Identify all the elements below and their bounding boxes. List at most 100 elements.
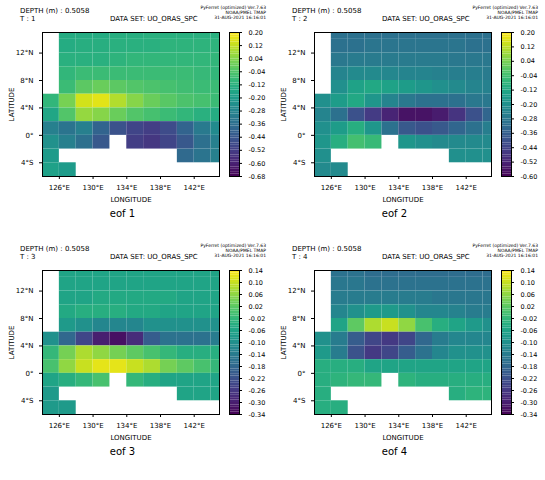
svg-text:-0.26: -0.26 xyxy=(249,387,266,395)
svg-text:0.14: 0.14 xyxy=(521,267,535,275)
svg-text:LONGITUDE: LONGITUDE xyxy=(382,196,423,204)
svg-text:130°E: 130°E xyxy=(354,184,375,192)
svg-text:0°: 0° xyxy=(26,132,34,140)
svg-text:126°E: 126°E xyxy=(321,184,342,192)
svg-text:8°N: 8°N xyxy=(20,315,33,323)
svg-text:0.04: 0.04 xyxy=(521,57,535,65)
svg-text:0.06: 0.06 xyxy=(249,291,263,299)
svg-text:4°S: 4°S xyxy=(293,159,306,167)
svg-text:0.10: 0.10 xyxy=(249,279,263,287)
svg-text:130°E: 130°E xyxy=(82,184,103,192)
svg-text:-0.02: -0.02 xyxy=(521,315,538,323)
svg-text:8°N: 8°N xyxy=(292,315,305,323)
svg-text:4°S: 4°S xyxy=(21,159,34,167)
svg-text:0.12: 0.12 xyxy=(521,43,535,51)
svg-text:130°E: 130°E xyxy=(82,422,103,430)
svg-text:-0.04: -0.04 xyxy=(521,72,538,80)
svg-text:-0.14: -0.14 xyxy=(521,351,538,359)
svg-text:-0.04: -0.04 xyxy=(249,68,266,76)
svg-text:0°: 0° xyxy=(298,132,306,140)
svg-text:-0.06: -0.06 xyxy=(249,327,266,335)
svg-text:-0.22: -0.22 xyxy=(521,375,538,383)
svg-text:-0.02: -0.02 xyxy=(249,315,266,323)
svg-text:-0.12: -0.12 xyxy=(521,86,538,94)
svg-text:0.20: 0.20 xyxy=(521,29,535,37)
svg-text:4°N: 4°N xyxy=(292,104,305,112)
svg-text:-0.36: -0.36 xyxy=(521,129,538,137)
svg-text:12°N: 12°N xyxy=(288,49,306,57)
svg-text:LATITUDE: LATITUDE xyxy=(8,326,16,360)
svg-text:-0.06: -0.06 xyxy=(521,327,538,335)
svg-text:-0.18: -0.18 xyxy=(521,363,538,371)
svg-text:-0.44: -0.44 xyxy=(249,133,266,141)
svg-text:0°: 0° xyxy=(26,370,34,378)
svg-text:134°E: 134°E xyxy=(388,422,409,430)
svg-text:134°E: 134°E xyxy=(388,184,409,192)
svg-text:LONGITUDE: LONGITUDE xyxy=(382,434,423,442)
svg-text:138°E: 138°E xyxy=(150,422,171,430)
svg-text:4°N: 4°N xyxy=(20,342,33,350)
svg-text:LATITUDE: LATITUDE xyxy=(280,326,288,360)
svg-text:142°E: 142°E xyxy=(456,422,477,430)
svg-text:0.04: 0.04 xyxy=(249,55,263,63)
html-text:eof 3: eof 3 xyxy=(109,446,136,457)
svg-text:4°N: 4°N xyxy=(20,104,33,112)
svg-text:-0.10: -0.10 xyxy=(521,339,538,347)
svg-text:134°E: 134°E xyxy=(116,184,137,192)
svg-text:8°N: 8°N xyxy=(20,77,33,85)
svg-text:-0.30: -0.30 xyxy=(249,399,266,407)
svg-text:138°E: 138°E xyxy=(422,184,443,192)
svg-text:12°N: 12°N xyxy=(16,287,34,295)
svg-text:142°E: 142°E xyxy=(184,184,205,192)
svg-text:-0.28: -0.28 xyxy=(521,115,538,123)
svg-text:-0.18: -0.18 xyxy=(249,363,266,371)
svg-text:0.14: 0.14 xyxy=(249,267,263,275)
svg-text:4°N: 4°N xyxy=(292,342,305,350)
svg-text:-0.10: -0.10 xyxy=(249,339,266,347)
svg-text:126°E: 126°E xyxy=(49,422,70,430)
svg-text:-0.68: -0.68 xyxy=(249,173,266,181)
svg-text:-0.52: -0.52 xyxy=(521,158,538,166)
svg-text:-0.30: -0.30 xyxy=(521,399,538,407)
svg-text:-0.12: -0.12 xyxy=(249,81,266,89)
svg-text:-0.60: -0.60 xyxy=(521,173,538,181)
svg-text:0.02: 0.02 xyxy=(521,303,535,311)
svg-text:0.10: 0.10 xyxy=(521,279,535,287)
svg-text:0.12: 0.12 xyxy=(249,42,263,50)
svg-text:12°N: 12°N xyxy=(288,287,306,295)
svg-text:-0.52: -0.52 xyxy=(249,146,266,154)
svg-text:134°E: 134°E xyxy=(116,422,137,430)
svg-text:138°E: 138°E xyxy=(150,184,171,192)
svg-text:142°E: 142°E xyxy=(184,422,205,430)
svg-text:-0.26: -0.26 xyxy=(521,387,538,395)
svg-text:-0.60: -0.60 xyxy=(249,159,266,167)
svg-text:142°E: 142°E xyxy=(456,184,477,192)
svg-text:-0.34: -0.34 xyxy=(249,411,266,419)
svg-text:0.02: 0.02 xyxy=(249,303,263,311)
svg-text:4°S: 4°S xyxy=(293,397,306,405)
svg-text:-0.44: -0.44 xyxy=(521,144,538,152)
svg-text:LONGITUDE: LONGITUDE xyxy=(110,434,151,442)
svg-text:-0.34: -0.34 xyxy=(521,411,538,419)
svg-text:-0.20: -0.20 xyxy=(249,94,266,102)
svg-text:LATITUDE: LATITUDE xyxy=(280,88,288,122)
svg-text:LATITUDE: LATITUDE xyxy=(8,88,16,122)
svg-text:LONGITUDE: LONGITUDE xyxy=(110,196,151,204)
svg-text:126°E: 126°E xyxy=(49,184,70,192)
svg-text:130°E: 130°E xyxy=(354,422,375,430)
html-text:eof 2: eof 2 xyxy=(381,208,408,219)
svg-text:-0.14: -0.14 xyxy=(249,351,266,359)
svg-text:-0.20: -0.20 xyxy=(521,101,538,109)
svg-text:8°N: 8°N xyxy=(292,77,305,85)
svg-text:138°E: 138°E xyxy=(422,422,443,430)
svg-text:0.20: 0.20 xyxy=(249,29,263,37)
svg-text:12°N: 12°N xyxy=(16,49,34,57)
svg-text:-0.22: -0.22 xyxy=(249,375,266,383)
svg-text:4°S: 4°S xyxy=(21,397,34,405)
svg-text:-0.28: -0.28 xyxy=(249,107,266,115)
svg-text:0.06: 0.06 xyxy=(521,291,535,299)
svg-text:126°E: 126°E xyxy=(321,422,342,430)
svg-text:-0.36: -0.36 xyxy=(249,120,266,128)
html-text:eof 1: eof 1 xyxy=(109,208,136,219)
svg-text:0°: 0° xyxy=(298,370,306,378)
